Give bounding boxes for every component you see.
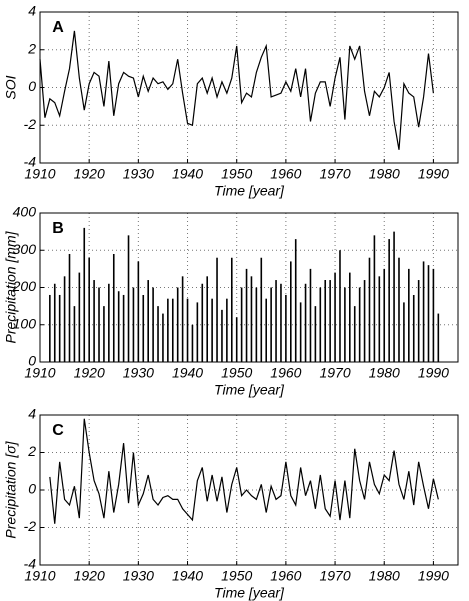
x-tick-label: 1920 [74, 365, 105, 381]
y-axis-label: SOI [3, 75, 19, 99]
y-tick-label: -4 [24, 556, 37, 572]
data-line [39, 30, 435, 150]
x-tick-label: 1980 [369, 365, 400, 381]
x-tick-label: 1980 [369, 166, 400, 182]
x-tick-label: 1910 [24, 166, 55, 182]
x-tick-label: 1940 [172, 166, 203, 182]
x-tick-label: 1930 [123, 568, 154, 584]
x-tick-label: 1960 [270, 568, 301, 584]
plot-frame [39, 414, 459, 566]
x-tick-label: 1950 [221, 568, 252, 584]
y-axis-label: Precipitation [σ] [3, 440, 19, 538]
x-tick-label: 1960 [270, 166, 301, 182]
x-tick-label: 1950 [221, 365, 252, 381]
x-tick-label: 1910 [24, 568, 55, 584]
data-line [49, 418, 439, 524]
x-axis-label: Time [year] [214, 183, 285, 199]
plot-frame [39, 212, 459, 363]
x-tick-label: 1980 [369, 568, 400, 584]
y-tick-label: 100 [13, 315, 37, 331]
x-tick-label: 1970 [319, 166, 350, 182]
y-tick-label: 2 [27, 40, 36, 56]
x-tick-label: 1930 [123, 166, 154, 182]
x-tick-label: 1910 [24, 365, 55, 381]
x-tick-label: 1960 [270, 365, 301, 381]
x-tick-label: 1940 [172, 365, 203, 381]
y-tick-label: 0 [28, 353, 36, 369]
x-tick-label: 1990 [418, 568, 449, 584]
panel-letter: B [52, 220, 64, 237]
x-tick-label: 1940 [172, 568, 203, 584]
y-tick-label: 300 [13, 241, 37, 257]
y-tick-label: 0 [28, 78, 36, 94]
y-tick-label: 400 [13, 204, 37, 220]
plot-frame [39, 11, 459, 164]
panel-letter: C [52, 422, 64, 439]
y-tick-label: 4 [28, 406, 36, 422]
x-tick-label: 1970 [319, 568, 350, 584]
y-tick-label: 0 [28, 481, 36, 497]
x-axis-label: Time [year] [214, 382, 285, 398]
x-tick-label: 1990 [418, 166, 449, 182]
x-tick-label: 1920 [74, 568, 105, 584]
y-tick-label: -2 [24, 518, 37, 534]
y-tick-label: 200 [12, 278, 37, 294]
panel-letter: A [52, 19, 64, 36]
x-axis-label: Time [year] [214, 585, 285, 601]
x-tick-label: 1920 [74, 166, 105, 182]
y-tick-label: 2 [27, 443, 36, 459]
x-tick-label: 1970 [319, 365, 350, 381]
x-tick-label: 1930 [123, 365, 154, 381]
y-axis-label: Precipitation [mm] [3, 230, 19, 343]
y-tick-label: 4 [28, 3, 36, 19]
y-tick-label: -2 [24, 116, 37, 132]
y-tick-label: -4 [24, 154, 37, 170]
x-tick-label: 1990 [418, 365, 449, 381]
x-tick-label: 1950 [221, 166, 252, 182]
